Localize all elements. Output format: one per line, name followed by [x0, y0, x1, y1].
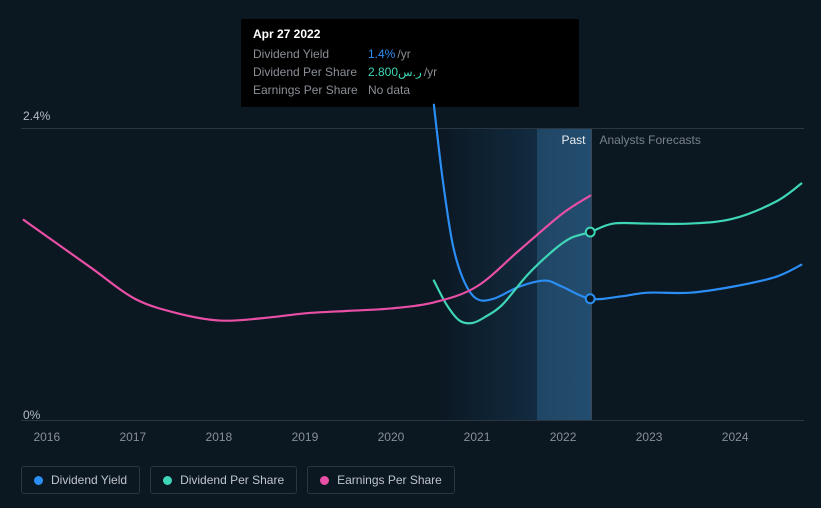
x-tick: 2019	[292, 430, 319, 444]
legend-label: Earnings Per Share	[337, 473, 442, 487]
tooltip-date: Apr 27 2022	[253, 27, 567, 41]
tooltip-value: 2.800ر.س	[368, 65, 422, 79]
y-axis-max-label: 2.4%	[23, 109, 50, 123]
legend-label: Dividend Yield	[51, 473, 127, 487]
tooltip-row: Dividend Yield 1.4% /yr	[253, 45, 567, 63]
x-tick: 2018	[206, 430, 233, 444]
x-tick: 2016	[33, 430, 60, 444]
series-line	[434, 105, 801, 301]
legend-item-dividend-per-share[interactable]: Dividend Per Share	[150, 466, 297, 494]
tooltip-row: Dividend Per Share 2.800ر.س /yr	[253, 63, 567, 81]
x-tick: 2020	[378, 430, 405, 444]
legend-item-earnings-per-share[interactable]: Earnings Per Share	[307, 466, 455, 494]
series-line	[434, 184, 801, 324]
series-svg	[21, 129, 804, 420]
tooltip-label: Earnings Per Share	[253, 83, 368, 97]
x-tick: 2017	[119, 430, 146, 444]
tooltip-suffix: /yr	[424, 65, 437, 79]
tooltip-value: 1.4%	[368, 47, 395, 61]
chart-plot-area[interactable]: Past Analysts Forecasts	[21, 128, 804, 421]
legend-dot-icon	[320, 476, 329, 485]
chart-legend: Dividend Yield Dividend Per Share Earnin…	[21, 466, 455, 494]
legend-dot-icon	[34, 476, 43, 485]
tooltip-suffix: /yr	[397, 47, 410, 61]
x-axis: 2016 2017 2018 2019 2020 2021 2022 2023 2024	[21, 430, 804, 450]
legend-item-dividend-yield[interactable]: Dividend Yield	[21, 466, 140, 494]
legend-label: Dividend Per Share	[180, 473, 284, 487]
x-tick: 2022	[550, 430, 577, 444]
series-marker	[586, 294, 595, 303]
tooltip-row: Earnings Per Share No data	[253, 81, 567, 99]
chart-tooltip: Apr 27 2022 Dividend Yield 1.4% /yr Divi…	[241, 19, 579, 107]
tooltip-label: Dividend Per Share	[253, 65, 368, 79]
x-tick: 2023	[636, 430, 663, 444]
x-tick: 2024	[722, 430, 749, 444]
x-tick: 2021	[464, 430, 491, 444]
series-marker	[586, 228, 595, 237]
legend-dot-icon	[163, 476, 172, 485]
tooltip-label: Dividend Yield	[253, 47, 368, 61]
tooltip-value: No data	[368, 83, 410, 97]
